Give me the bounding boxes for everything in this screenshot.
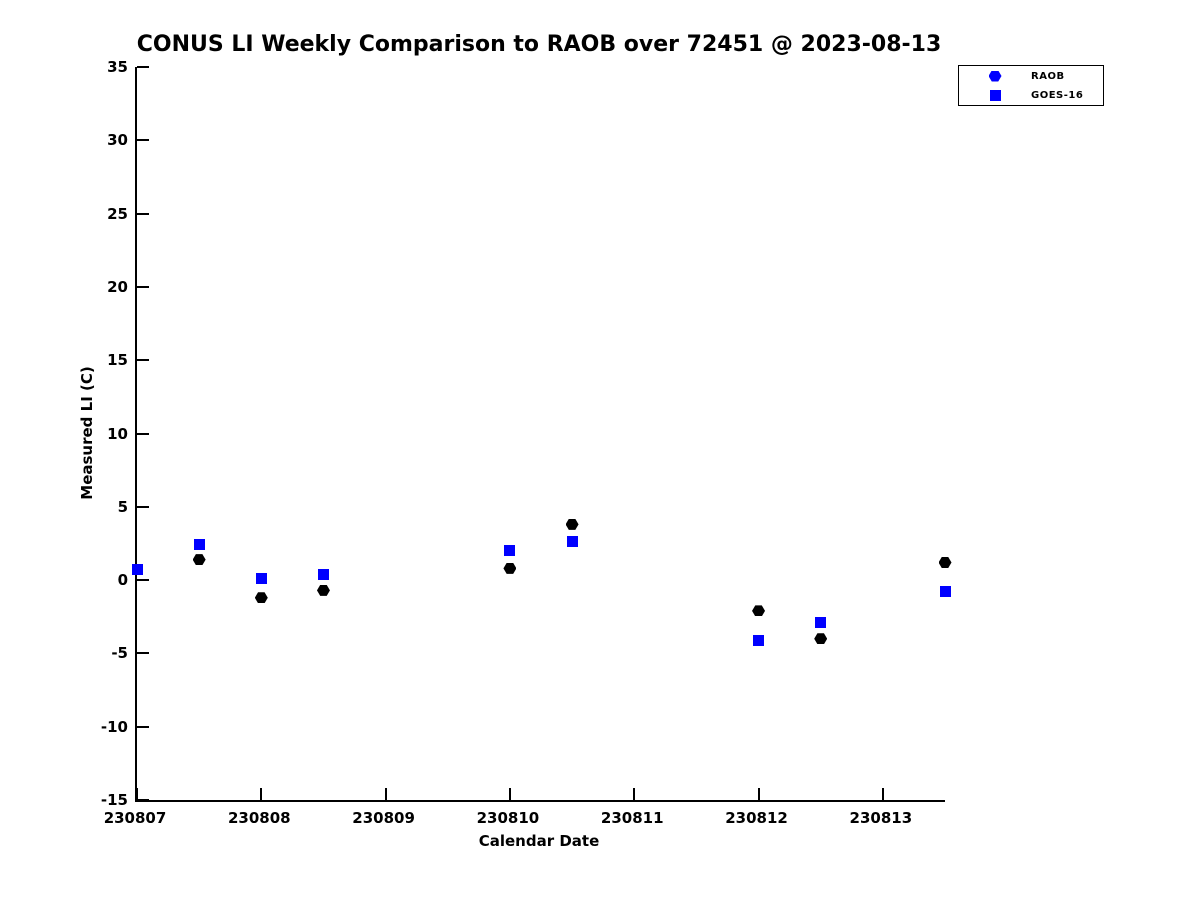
y-tick-label: 10 bbox=[107, 424, 128, 443]
goes-16-point bbox=[566, 536, 578, 548]
x-tick bbox=[757, 788, 760, 800]
goes-16-point bbox=[815, 617, 827, 629]
goes-16-point bbox=[193, 539, 205, 551]
y-tick bbox=[137, 725, 149, 728]
raob-point bbox=[254, 592, 268, 604]
x-axis-label: Calendar Date bbox=[478, 832, 600, 850]
goes-16-point bbox=[317, 568, 329, 580]
y-tick bbox=[137, 139, 149, 142]
goes-16-point bbox=[255, 573, 267, 585]
y-tick bbox=[137, 285, 149, 288]
x-tick bbox=[633, 788, 636, 800]
legend-item-goes-16: GOES-16 bbox=[959, 87, 1103, 103]
y-tick-label: 30 bbox=[107, 131, 128, 150]
y-tick-label: -10 bbox=[100, 717, 128, 736]
y-tick-label: 15 bbox=[107, 351, 128, 370]
x-tick-label: 230812 bbox=[725, 809, 788, 827]
y-tick-label: -15 bbox=[100, 791, 128, 809]
y-tick bbox=[137, 212, 149, 215]
x-tick-label: 230813 bbox=[849, 809, 913, 827]
plot-area bbox=[131, 66, 952, 802]
y-tick bbox=[137, 579, 149, 582]
x-tick bbox=[136, 788, 138, 800]
x-tick-label: 230810 bbox=[476, 809, 540, 827]
y-tick bbox=[137, 505, 149, 508]
goes-16-point bbox=[753, 634, 765, 646]
x-tick bbox=[881, 788, 884, 800]
goes-16-point bbox=[939, 586, 951, 598]
goes-16-point bbox=[131, 564, 143, 576]
legend: RAOB GOES-16 bbox=[958, 65, 1104, 106]
y-tick-label: 35 bbox=[107, 58, 128, 76]
raob-point bbox=[503, 562, 517, 574]
raob-point bbox=[938, 557, 952, 568]
raob-point bbox=[814, 633, 828, 645]
raob-point bbox=[316, 584, 330, 596]
goes-16-legend-marker-icon bbox=[989, 89, 1001, 101]
y-tick-label: 0 bbox=[117, 571, 128, 590]
x-tick-label: 230809 bbox=[352, 809, 415, 827]
raob-point bbox=[192, 554, 206, 566]
legend-item-raob: RAOB bbox=[959, 68, 1103, 84]
x-tick-label: 230808 bbox=[227, 809, 291, 827]
raob-legend-marker-icon bbox=[988, 70, 1002, 82]
chart-title: CONUS LI Weekly Comparison to RAOB over … bbox=[136, 32, 942, 57]
raob-point bbox=[752, 605, 766, 617]
x-tick bbox=[508, 788, 511, 800]
y-tick-label: 5 bbox=[117, 497, 128, 516]
y-tick-label: -5 bbox=[111, 644, 128, 663]
x-tick bbox=[384, 788, 387, 800]
legend-label-goes-16: GOES-16 bbox=[1031, 89, 1084, 101]
y-tick bbox=[137, 359, 149, 362]
y-tick bbox=[137, 432, 149, 435]
y-tick bbox=[137, 799, 149, 801]
legend-label-raob: RAOB bbox=[1031, 70, 1065, 82]
y-tick bbox=[137, 66, 149, 68]
x-tick bbox=[260, 788, 263, 800]
y-tick-label: 20 bbox=[107, 277, 128, 296]
x-tick-label: 230807 bbox=[103, 809, 167, 827]
y-tick-label: 25 bbox=[107, 204, 128, 223]
raob-point bbox=[565, 518, 579, 530]
x-tick-label: 230811 bbox=[600, 809, 664, 827]
goes-16-point bbox=[504, 545, 516, 557]
y-tick bbox=[137, 652, 149, 655]
